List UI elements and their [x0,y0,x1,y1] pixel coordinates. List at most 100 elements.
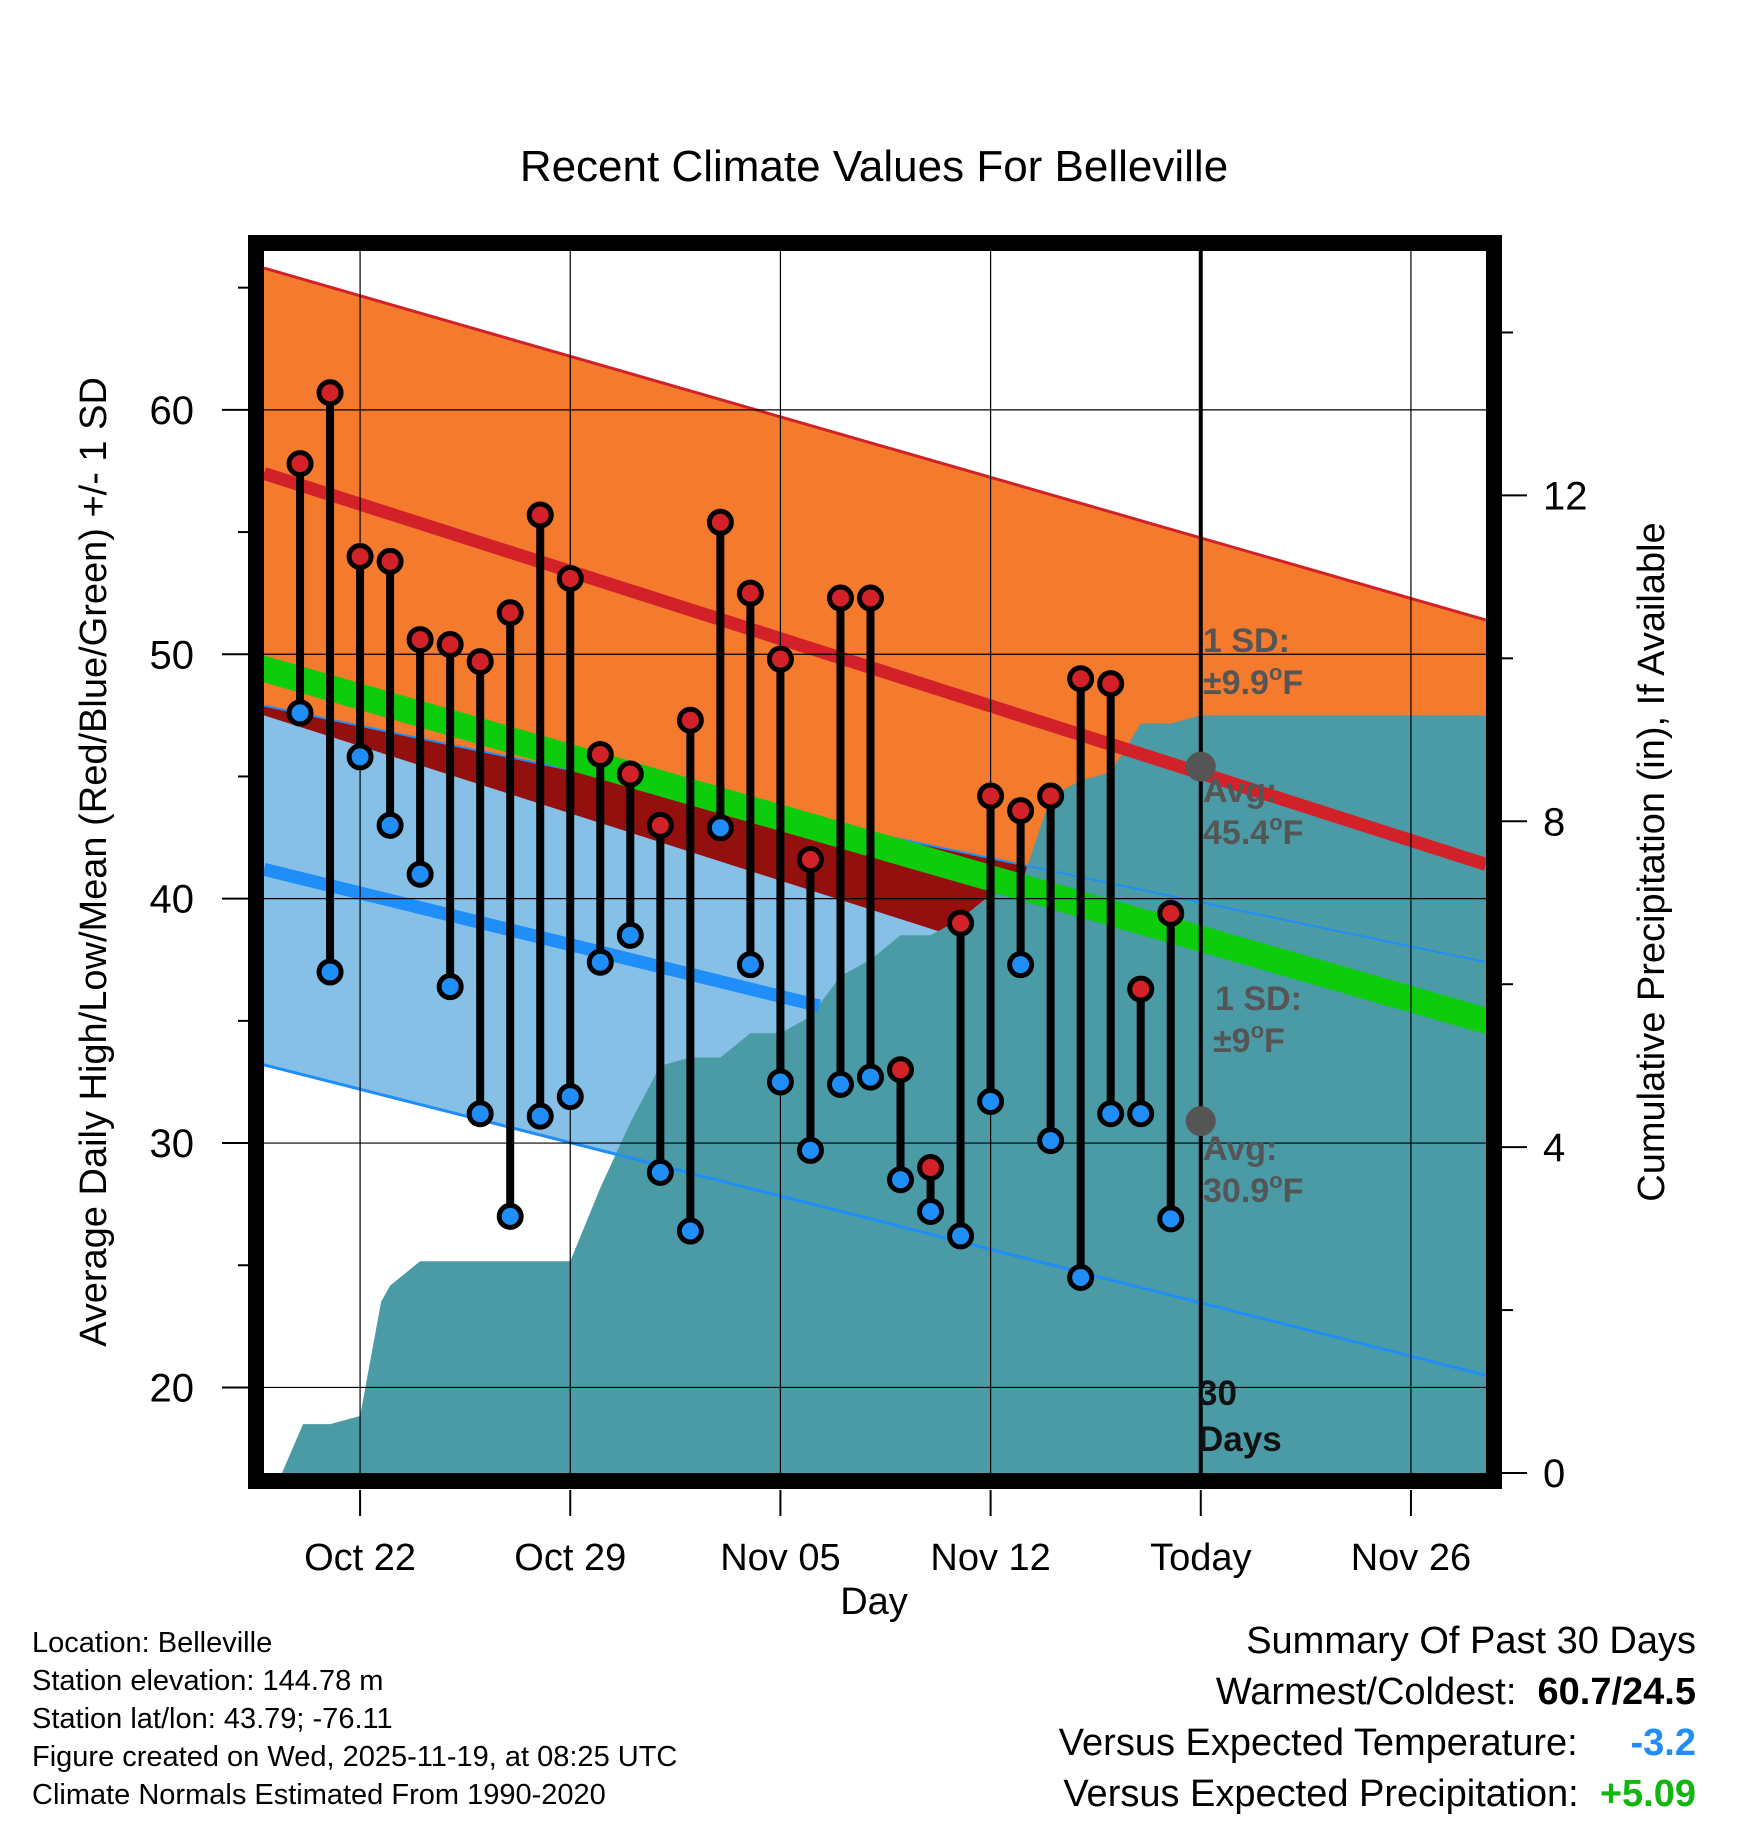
info-location: Location: Belleville [32,1627,273,1659]
day-bar [1157,899,1185,1233]
high-upper-line [264,266,1486,622]
high-marker [1157,899,1185,927]
low-marker [1067,1263,1095,1291]
low-marker [466,1100,494,1128]
high-sd-line2: ±9.9oF [1203,660,1303,702]
low-marker [436,973,464,1001]
deg-sup: o [1269,660,1282,685]
day-bar [736,579,764,979]
info-normals: Climate Normals Estimated From 1990-2020 [32,1779,606,1811]
annotations: 1 SD: ±9.9oF Avg: 45.4oF 1 SD: ±9oF Avg:… [1198,622,1303,1459]
day-bar [766,645,794,1096]
low-marker [406,860,434,888]
day-bar [706,508,734,842]
y2-tick-label: 8 [1543,800,1565,844]
y-tick-label: 50 [150,633,195,677]
low-marker [856,1063,884,1091]
high-marker [1037,782,1065,810]
day-bar [556,564,584,1111]
high-marker [286,450,314,478]
low-marker [826,1070,854,1098]
day-bar [796,846,824,1164]
low-marker [1157,1205,1185,1233]
temp-label: Versus Expected Temperature: [1058,1722,1578,1764]
low-marker [1007,951,1035,979]
high-marker [736,579,764,607]
high-marker [706,508,734,536]
high-sd-line1: 1 SD: [1203,622,1290,660]
deg-unit: F [1283,1172,1304,1210]
precip-label: Versus Expected Precipitation: [1063,1773,1579,1815]
day-bar [346,543,374,771]
x-tick-label: Today [1150,1537,1251,1579]
days-line1: 30 [1198,1374,1237,1413]
low-avg-label: Avg: [1203,1130,1277,1168]
low-marker [346,743,374,771]
high-marker [586,740,614,768]
days-line2: Days [1198,1420,1282,1459]
high-marker [526,501,554,529]
low-marker [556,1083,584,1111]
day-bar [856,584,884,1091]
day-bar [376,547,404,839]
low-marker [496,1202,524,1230]
low-marker [796,1136,824,1164]
low-marker [586,948,614,976]
low-sd-line1: 1 SD: [1215,980,1302,1018]
day-bar [1097,670,1125,1128]
low-sd-value: ±9 [1213,1022,1251,1060]
high-marker [376,547,404,575]
day-bar [917,1154,945,1225]
high-marker [887,1056,915,1084]
high-marker [346,543,374,570]
high-avg-value: 45.4 [1203,814,1269,852]
low-avg-value: 30.9 [1203,1172,1269,1210]
high-marker [1097,670,1125,698]
high-marker [826,584,854,612]
y-tick-label: 20 [150,1366,195,1410]
low-marker [706,814,734,842]
high-marker [406,626,434,654]
x-tick-label: Nov 05 [720,1537,840,1579]
high-marker [1127,975,1155,1003]
summary-title: Summary Of Past 30 Days [1246,1620,1696,1662]
x-axis-label: Day [840,1581,908,1623]
summary-warm-cold: Warmest/Coldest: 60.7/24.5 [1216,1671,1696,1714]
low-marker [887,1166,915,1194]
precip-area [282,715,1486,1473]
day-bar [977,782,1005,1116]
day-bar [1127,975,1155,1128]
low-marker [376,811,404,839]
deg-sup: o [1269,810,1282,835]
y-tick-label: 30 [150,1122,195,1166]
day-bar [496,599,524,1230]
low-sd-line2: ±9oF [1213,1018,1285,1060]
day-bar [616,760,644,949]
high-marker [856,584,884,612]
day-bar [1007,797,1035,979]
warm-cold-label: Warmest/Coldest: [1215,1671,1517,1713]
day-bar [586,740,614,976]
y-tick-label: 60 [150,389,195,433]
high-marker [766,645,794,673]
chart-title: Recent Climate Values For Belleville [520,142,1228,191]
low-marker [1127,1100,1155,1128]
y-tick-label: 40 [150,878,195,922]
low-marker [316,958,344,986]
low-marker [616,921,644,949]
high-marker [1007,797,1035,825]
daily-bars [286,379,1185,1291]
deg-unit: F [1283,814,1304,852]
deg-sup: o [1251,1018,1264,1043]
high-marker [646,811,674,839]
high-marker [977,782,1005,810]
deg-sup: o [1269,1168,1282,1193]
y2-tick-label: 4 [1543,1126,1565,1170]
high-marker [947,909,975,937]
x-tick-label: Nov 26 [1351,1537,1471,1579]
day-bar [826,584,854,1098]
x-tick-label: Oct 22 [304,1537,416,1579]
precip-value: +5.09 [1599,1773,1696,1815]
day-bar [887,1056,915,1194]
high-marker [556,564,584,592]
